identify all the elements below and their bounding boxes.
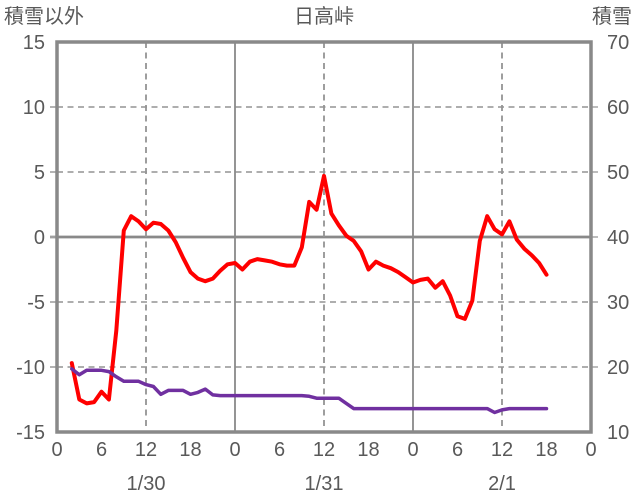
left-axis-label: -15 (16, 422, 45, 444)
left-axis-label: 0 (34, 227, 45, 249)
hour-label: 0 (229, 439, 240, 461)
right-axis-label: 20 (607, 357, 629, 379)
left-axis-label: -5 (27, 292, 45, 314)
hour-label: 18 (357, 439, 379, 461)
hour-label: 18 (535, 439, 557, 461)
snow-depth-line (70, 367, 549, 415)
right-axis-label: 40 (607, 227, 629, 249)
hour-label: 12 (491, 439, 513, 461)
right-axis-label: 60 (607, 97, 629, 119)
hour-label: 6 (274, 439, 285, 461)
temperature-line (69, 173, 549, 406)
hour-label: 12 (135, 439, 157, 461)
hour-label: 12 (313, 439, 335, 461)
hour-label: 0 (407, 439, 418, 461)
right-axis-label: 10 (607, 422, 629, 444)
left-axis-label: 5 (34, 162, 45, 184)
date-label: 1/30 (127, 473, 166, 495)
hour-label: 18 (179, 439, 201, 461)
date-label: 2/1 (488, 473, 516, 495)
left-axis-title: 積雪以外 (4, 6, 84, 28)
hour-label: 6 (452, 439, 463, 461)
plot-border (55, 40, 593, 434)
left-axis-label: 15 (23, 32, 45, 54)
date-label: 1/31 (305, 473, 344, 495)
hour-label: 0 (51, 439, 62, 461)
left-axis-label: 10 (23, 97, 45, 119)
left-axis-label: -10 (16, 357, 45, 379)
right-axis-title: 積雪 (592, 6, 632, 28)
hour-label: 0 (585, 439, 596, 461)
hour-label: 6 (96, 439, 107, 461)
right-axis-label: 30 (607, 292, 629, 314)
right-axis-label: 50 (607, 162, 629, 184)
chart-title: 日高峠 (294, 6, 354, 28)
right-axis-label: 70 (607, 32, 629, 54)
